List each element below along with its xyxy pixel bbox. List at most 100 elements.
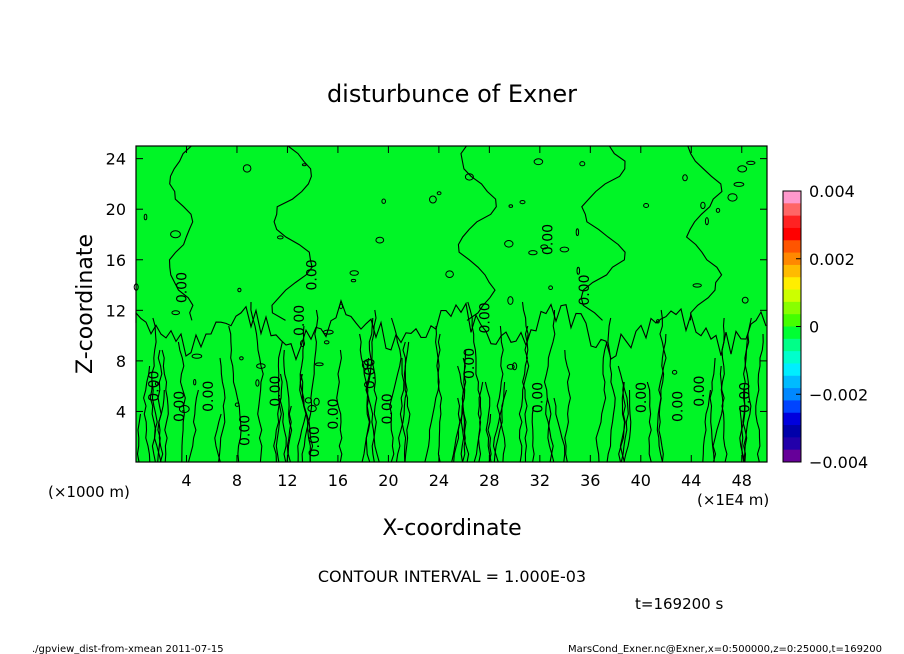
contour-blob [682,174,688,182]
contour-blob [692,283,702,288]
contour-blob [643,203,650,208]
contour-line [530,405,535,463]
contour-line [143,365,151,463]
contour-blob [656,319,660,324]
colorbar-swatch [783,203,801,217]
contour-line [646,381,652,463]
contour-blob [170,230,181,239]
contour-line [168,145,194,321]
colorbar-swatch [783,215,801,229]
contour-label: 0.00 [577,275,593,306]
contour-blob [361,360,369,370]
contour-blob [715,207,721,213]
contour-line [214,413,222,463]
contour-lines [133,145,767,463]
contour-blob [154,381,160,386]
x-tick-label: 8 [232,471,242,490]
x-tick-label: 12 [277,471,297,490]
colorbar-swatch [783,191,801,204]
contour-blob [575,228,580,237]
y-tick-label: 24 [106,150,126,169]
colorbar-tick-label: 0.002 [809,250,855,269]
x-tick-label: 48 [732,471,752,490]
contour-line [564,349,571,463]
contour-line [297,373,307,463]
contour-blob [429,195,437,204]
contour-blob [464,173,474,181]
contour-line [161,349,169,463]
contour-line [658,309,667,463]
x-ticks: 4 8 12 16 20 24 28 32 36 40 44 48 [181,146,752,490]
contour-blob [242,164,252,173]
contour-line [424,333,441,463]
contour-line [336,349,343,463]
y-tick-label: 20 [106,200,126,219]
colorbar-swatch [783,314,801,327]
contour-line [186,389,199,463]
contour-line [149,381,157,463]
x-tick-label: 40 [631,471,651,490]
footer-left: ./gpview_dist-from-xmean 2011-07-15 [32,644,224,654]
colorbar-swatch [783,351,801,364]
colorbar-tick-label: −0.004 [809,453,868,472]
contour-blob [304,397,312,404]
contour-line [739,405,745,463]
contour-label: 0.00 [238,415,254,446]
contour-blob [579,161,586,167]
contour-blob [533,158,544,166]
contour-blob [256,363,266,369]
contour-line [518,301,530,463]
time-label: t=169200 s [635,595,723,613]
contour-line [299,325,313,463]
contour-line [283,349,293,463]
contour-line [739,333,750,463]
colorbar-tick-label: 0 [809,318,819,337]
contour-line [496,325,506,463]
x-tick-label: 28 [479,471,499,490]
contour-label: 0.00 [380,393,396,424]
contour-label: 0.00 [326,398,342,429]
contour-blob [700,201,706,210]
y-tick-label: 12 [106,301,126,320]
contour-blob [746,160,756,165]
contour-line [157,389,165,463]
contour-label: 0.00 [268,376,284,407]
y-axis-label: Z-coordinate [73,234,98,374]
contour-blob [671,369,678,375]
colorbar-swatch [783,227,801,241]
x-tick-label: 44 [681,471,701,490]
contour-line [368,317,378,463]
contour-label: 0.00 [670,391,686,422]
contour-label: 0.00 [692,376,708,407]
contour-line [580,145,626,321]
contour-line [402,341,411,463]
contour-blob [301,163,307,167]
contour-blob [741,296,749,304]
x-tick-label: 32 [530,471,550,490]
x-tick-label: 36 [580,471,600,490]
contour-line [743,317,752,463]
x-tick-label: 24 [429,471,449,490]
contour-blob [313,397,320,406]
x-axis-label: X-coordinate [382,516,521,541]
contour-line [399,358,407,463]
chart-title: disturbunce of Exner [327,80,577,108]
contour-blob [307,404,317,413]
contour-label: 0.00 [530,382,546,413]
contour-blob [143,213,148,221]
colorbar-swatch [783,449,801,463]
contour-line [359,333,371,463]
contour-blob [322,329,334,335]
contour-blob [193,379,197,386]
colorbar-swatch [783,437,801,451]
contour-blob [234,402,240,407]
contour-line [719,365,728,463]
contour-blob [519,200,526,205]
contour-blob [171,310,180,316]
contour-label: 0.00 [147,371,163,402]
contour-line [709,357,716,463]
contour-blob [548,285,553,291]
contour-blob [508,204,514,208]
footer-right: MarsCond_Exner.nc@Exner,x=0:500000,z=0:2… [568,644,882,654]
contour-line [545,397,554,463]
